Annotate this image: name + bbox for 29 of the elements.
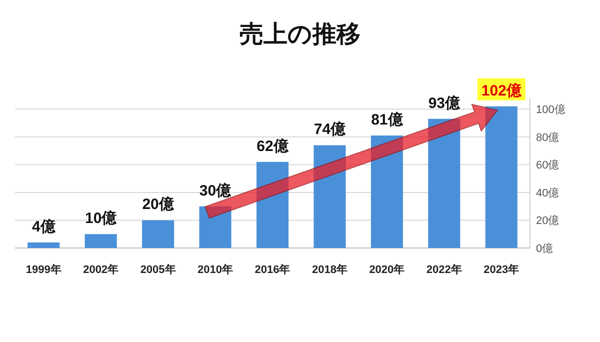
data-label: 81億 [371, 112, 404, 128]
x-tick-label: 2020年 [369, 263, 405, 276]
bar [28, 242, 60, 248]
x-tick-label: 2002年 [83, 263, 119, 276]
y2-tick-label: 100億 [536, 103, 566, 116]
bar [84, 234, 117, 248]
x-tick-label: 2005年 [140, 263, 176, 276]
data-label: 20億 [142, 196, 175, 214]
data-label: 30億 [199, 182, 232, 200]
data-label: 102億 [481, 82, 522, 100]
data-label: 10億 [84, 210, 118, 228]
x-tick-label: 2023年 [484, 263, 520, 276]
data-label: 4億 [32, 218, 56, 236]
y2-tick-label: 0億 [536, 242, 554, 255]
chart-title: 売上の推移 [240, 21, 360, 48]
x-tick-label: 2010年 [198, 263, 234, 276]
y2-tick-label: 60億 [536, 158, 560, 172]
x-tick-label: 2016年 [254, 263, 290, 276]
bar [142, 220, 174, 248]
x-tick-label: 2018年 [312, 263, 348, 276]
y2-tick-label: 20億 [536, 214, 560, 228]
data-label: 62億 [256, 138, 290, 155]
x-tick-label: 2022年 [426, 263, 462, 276]
y2-tick-label: 80億 [536, 130, 560, 144]
data-label: 74億 [314, 121, 347, 138]
y2-tick-label: 40億 [536, 186, 560, 200]
bar [485, 106, 518, 248]
x-tick-label: 1999年 [26, 263, 62, 276]
data-label: 93億 [428, 94, 462, 112]
